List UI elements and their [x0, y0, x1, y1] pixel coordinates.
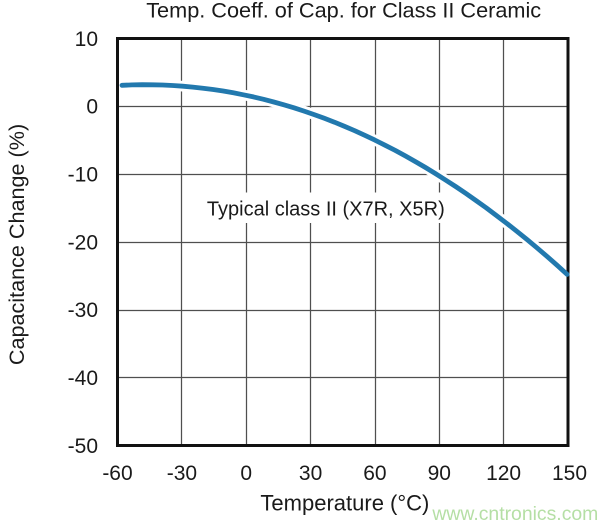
svg-text:Capacitance Change (%): Capacitance Change (%) [4, 124, 29, 365]
svg-text:90: 90 [428, 462, 451, 485]
svg-text:-50: -50 [68, 435, 98, 458]
svg-text:60: 60 [363, 462, 386, 485]
svg-text:Typical class II (X7R, X5R): Typical class II (X7R, X5R) [207, 198, 445, 220]
svg-text:30: 30 [299, 462, 322, 485]
svg-text:Temp. Coeff. of Cap. for Class: Temp. Coeff. of Cap. for Class II Cerami… [146, 0, 541, 23]
svg-text:-40: -40 [68, 367, 98, 390]
svg-text:Temperature (°C): Temperature (°C) [260, 491, 429, 516]
svg-text:-20: -20 [68, 231, 98, 254]
svg-text:-30: -30 [167, 462, 197, 485]
svg-text:120: 120 [486, 462, 521, 485]
svg-text:-60: -60 [102, 462, 132, 485]
svg-text:0: 0 [240, 462, 252, 485]
svg-text:150: 150 [552, 462, 587, 485]
svg-text:10: 10 [75, 28, 98, 51]
svg-text:-30: -30 [68, 299, 98, 322]
svg-text:www.cntronics.com: www.cntronics.com [431, 503, 598, 525]
svg-text:0: 0 [86, 96, 98, 119]
svg-text:-10: -10 [68, 164, 98, 187]
